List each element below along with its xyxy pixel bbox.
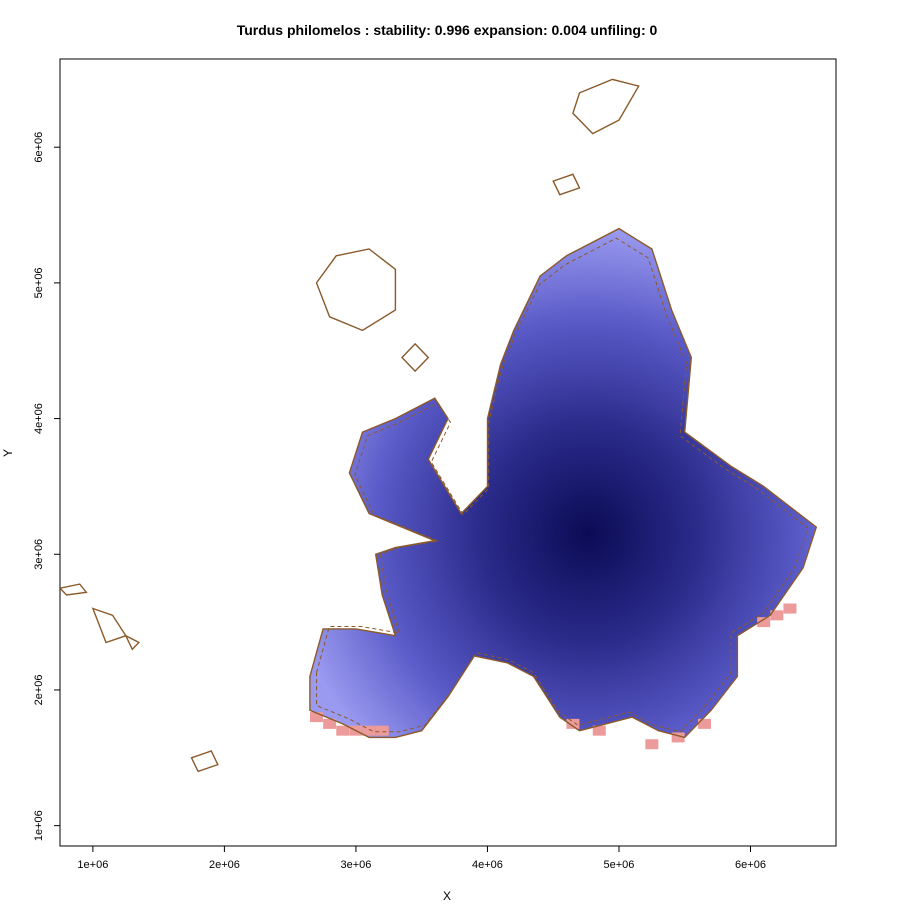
island-outline (552, 173, 581, 196)
range-outline (309, 227, 818, 739)
expansion-cell (309, 712, 323, 723)
expansion-cell (336, 725, 350, 736)
plot-frame (59, 58, 837, 847)
stability-region (309, 228, 817, 738)
expansion-cell (362, 725, 376, 736)
island-outline (60, 583, 88, 596)
x-tick-label: 1e+06 (77, 859, 108, 871)
expansion-cell (323, 718, 337, 729)
expansion-cell (697, 718, 711, 729)
outline-layer (60, 78, 818, 773)
island-outline (315, 248, 397, 332)
expansion-cell (566, 718, 580, 729)
expansion-cell (375, 725, 389, 736)
expansion-cell (783, 603, 797, 614)
expansion-cell (592, 725, 606, 736)
island-outline (190, 750, 219, 773)
y-axis-label: Y (1, 449, 15, 457)
x-axis: 1e+06 2e+06 3e+06 4e+06 5e+06 6e+06 (77, 846, 766, 871)
expansion-cell (645, 739, 659, 750)
x-axis-label: X (443, 889, 451, 903)
expansion-cell (671, 732, 685, 743)
y-tick-label: 4e+06 (33, 403, 45, 434)
heat-layer (309, 228, 817, 750)
plot-region (59, 58, 837, 847)
y-tick-label: 5e+06 (33, 267, 45, 298)
y-tick-label: 1e+06 (33, 810, 45, 841)
y-axis: 1e+06 2e+06 3e+06 4e+06 5e+06 6e+06 (33, 132, 60, 841)
range-outline-dashed (316, 237, 809, 733)
y-tick-label: 3e+06 (33, 539, 45, 570)
island-outline (401, 342, 430, 373)
chart-title: Turdus philomelos : stability: 0.996 exp… (237, 22, 658, 38)
island-outline (124, 634, 141, 651)
x-tick-label: 2e+06 (209, 859, 240, 871)
x-tick-label: 4e+06 (472, 859, 503, 871)
x-tick-label: 3e+06 (340, 859, 371, 871)
expansion-cell (770, 610, 784, 621)
y-tick-label: 2e+06 (33, 675, 45, 706)
x-tick-label: 6e+06 (735, 859, 766, 871)
y-tick-label: 6e+06 (33, 132, 45, 163)
island-outline (91, 607, 127, 644)
x-tick-label: 5e+06 (604, 859, 635, 871)
island-outline (572, 78, 640, 135)
expansion-cell (757, 617, 771, 628)
